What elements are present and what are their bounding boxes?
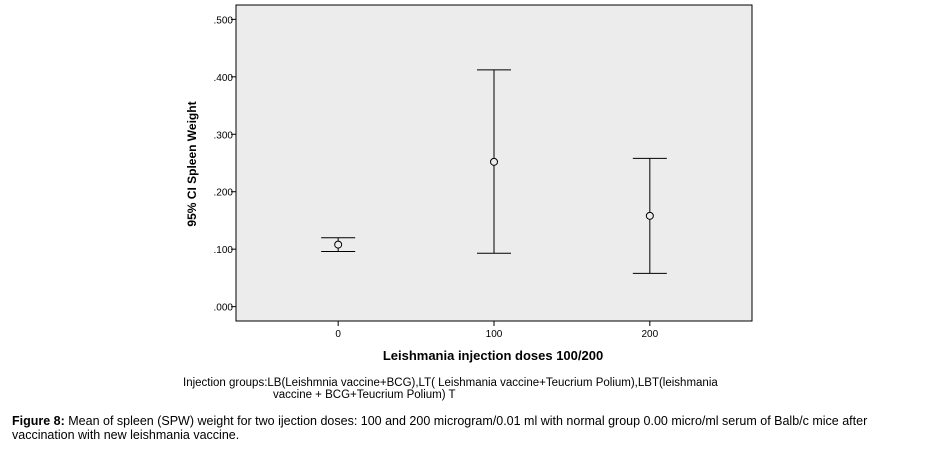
figure-caption-text: Mean of spleen (SPW) weight for two ijec… xyxy=(12,414,868,442)
x-tick-label: 0 xyxy=(335,329,341,340)
y-tick-label: .400 xyxy=(214,73,234,84)
figure-caption-label: Figure 8: xyxy=(12,414,65,428)
injection-groups-note: Injection groups:LB(Leishmnia vaccine+BC… xyxy=(183,377,783,401)
injection-groups-line-1: Injection groups:LB(Leishmnia vaccine+BC… xyxy=(183,377,718,389)
x-axis-label: Leishmania injection doses 100/200 xyxy=(383,348,603,363)
error-bars xyxy=(321,69,667,274)
x-axis: 0 100 200 xyxy=(335,321,659,340)
x-tick-label: 200 xyxy=(641,329,658,340)
y-axis: .000 .100 .200 .300 .400 .500 xyxy=(214,15,236,314)
mean-marker xyxy=(645,211,654,220)
y-axis-label: 95% CI Spleen Weight xyxy=(185,101,199,226)
mean-marker xyxy=(490,157,498,166)
y-tick-label: .100 xyxy=(214,245,234,256)
figure-caption: Figure 8: Mean of spleen (SPW) weight fo… xyxy=(12,414,924,442)
y-tick-label: .500 xyxy=(214,15,234,26)
y-tick-label: .200 xyxy=(214,188,234,199)
x-tick-label: 100 xyxy=(486,329,503,340)
injection-groups-line-2: vaccine + BCG+Teucrium Polium) T xyxy=(273,389,456,401)
y-tick-label: .000 xyxy=(214,303,234,314)
y-tick-label: .300 xyxy=(214,130,234,141)
mean-marker xyxy=(334,240,343,249)
